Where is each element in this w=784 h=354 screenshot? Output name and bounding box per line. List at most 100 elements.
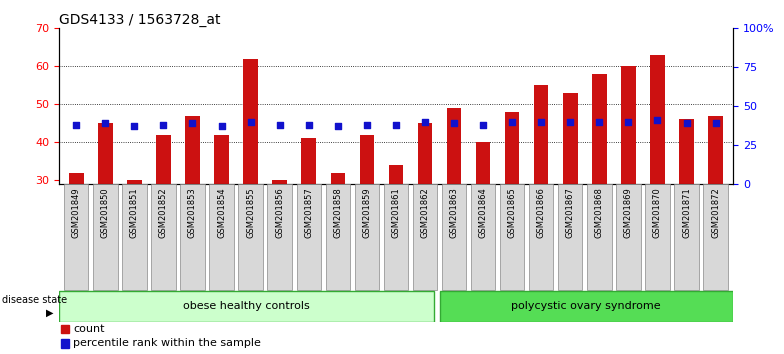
Text: polycystic ovary syndrome: polycystic ovary syndrome bbox=[511, 301, 661, 311]
FancyBboxPatch shape bbox=[442, 184, 466, 290]
Point bbox=[245, 119, 257, 125]
FancyBboxPatch shape bbox=[267, 184, 292, 290]
FancyBboxPatch shape bbox=[180, 184, 205, 290]
FancyBboxPatch shape bbox=[325, 184, 350, 290]
Bar bbox=[534, 85, 549, 184]
FancyBboxPatch shape bbox=[587, 184, 612, 290]
Point bbox=[128, 124, 140, 129]
Point bbox=[535, 119, 547, 125]
Point bbox=[710, 120, 722, 126]
FancyBboxPatch shape bbox=[238, 184, 263, 290]
Bar bbox=[592, 74, 607, 184]
FancyBboxPatch shape bbox=[209, 184, 234, 290]
Text: GSM201867: GSM201867 bbox=[566, 187, 575, 238]
Text: GSM201865: GSM201865 bbox=[508, 187, 517, 238]
Point bbox=[622, 119, 635, 125]
Bar bbox=[127, 180, 142, 184]
Text: GSM201858: GSM201858 bbox=[333, 187, 343, 238]
Bar bbox=[331, 173, 345, 184]
Bar bbox=[505, 112, 520, 184]
Point bbox=[70, 122, 82, 128]
Bar bbox=[98, 123, 113, 184]
FancyBboxPatch shape bbox=[616, 184, 641, 290]
FancyBboxPatch shape bbox=[558, 184, 583, 290]
FancyBboxPatch shape bbox=[93, 184, 118, 290]
Text: GSM201853: GSM201853 bbox=[188, 187, 197, 238]
Text: GSM201870: GSM201870 bbox=[653, 187, 662, 238]
Point bbox=[216, 124, 228, 129]
Text: GSM201851: GSM201851 bbox=[130, 187, 139, 238]
FancyBboxPatch shape bbox=[529, 184, 554, 290]
Bar bbox=[272, 180, 287, 184]
Bar bbox=[214, 135, 229, 184]
Point bbox=[506, 119, 518, 125]
Bar bbox=[389, 165, 403, 184]
Text: GSM201861: GSM201861 bbox=[391, 187, 401, 238]
Text: GSM201872: GSM201872 bbox=[711, 187, 720, 238]
Point bbox=[187, 120, 199, 126]
Text: GSM201869: GSM201869 bbox=[624, 187, 633, 238]
Text: GSM201857: GSM201857 bbox=[304, 187, 314, 238]
Bar bbox=[60, 325, 69, 333]
FancyBboxPatch shape bbox=[500, 184, 524, 290]
FancyBboxPatch shape bbox=[413, 184, 437, 290]
Bar bbox=[708, 116, 723, 184]
Point bbox=[332, 124, 344, 129]
Point bbox=[477, 122, 489, 128]
FancyBboxPatch shape bbox=[440, 291, 733, 321]
Bar bbox=[69, 173, 84, 184]
FancyBboxPatch shape bbox=[383, 184, 408, 290]
Text: ▶: ▶ bbox=[45, 308, 53, 318]
Text: obese healthy controls: obese healthy controls bbox=[183, 301, 310, 311]
Text: GSM201866: GSM201866 bbox=[537, 187, 546, 238]
Point bbox=[564, 119, 576, 125]
Text: GSM201863: GSM201863 bbox=[449, 187, 459, 238]
Point bbox=[303, 122, 315, 128]
Bar bbox=[60, 339, 69, 348]
Point bbox=[681, 120, 693, 126]
Text: GSM201864: GSM201864 bbox=[478, 187, 488, 238]
FancyBboxPatch shape bbox=[674, 184, 699, 290]
Text: GSM201871: GSM201871 bbox=[682, 187, 691, 238]
Point bbox=[448, 120, 460, 126]
FancyBboxPatch shape bbox=[122, 184, 147, 290]
Bar bbox=[185, 116, 200, 184]
Point bbox=[593, 119, 605, 125]
Text: count: count bbox=[73, 324, 104, 334]
Text: GDS4133 / 1563728_at: GDS4133 / 1563728_at bbox=[59, 13, 220, 27]
FancyBboxPatch shape bbox=[151, 184, 176, 290]
Bar bbox=[360, 135, 374, 184]
Point bbox=[652, 118, 664, 123]
Point bbox=[361, 122, 373, 128]
Text: GSM201868: GSM201868 bbox=[595, 187, 604, 238]
Text: GSM201854: GSM201854 bbox=[217, 187, 226, 238]
FancyBboxPatch shape bbox=[703, 184, 728, 290]
Bar bbox=[302, 138, 316, 184]
FancyBboxPatch shape bbox=[296, 184, 321, 290]
Point bbox=[274, 122, 286, 128]
FancyBboxPatch shape bbox=[354, 184, 379, 290]
Bar bbox=[621, 66, 636, 184]
Point bbox=[157, 122, 169, 128]
Text: GSM201852: GSM201852 bbox=[159, 187, 168, 238]
Point bbox=[419, 119, 431, 125]
Bar bbox=[156, 135, 171, 184]
Text: GSM201855: GSM201855 bbox=[246, 187, 255, 238]
Text: GSM201849: GSM201849 bbox=[72, 187, 81, 238]
Text: GSM201859: GSM201859 bbox=[362, 187, 372, 238]
Bar bbox=[243, 59, 258, 184]
Text: GSM201856: GSM201856 bbox=[275, 187, 284, 238]
Point bbox=[99, 120, 111, 126]
Text: GSM201850: GSM201850 bbox=[101, 187, 110, 238]
Text: percentile rank within the sample: percentile rank within the sample bbox=[73, 338, 261, 348]
Bar bbox=[447, 108, 461, 184]
FancyBboxPatch shape bbox=[645, 184, 670, 290]
Bar bbox=[418, 123, 432, 184]
Bar bbox=[563, 93, 578, 184]
Bar bbox=[679, 120, 694, 184]
FancyBboxPatch shape bbox=[59, 291, 434, 321]
Bar bbox=[476, 142, 490, 184]
FancyBboxPatch shape bbox=[471, 184, 495, 290]
Point bbox=[390, 122, 402, 128]
FancyBboxPatch shape bbox=[64, 184, 89, 290]
